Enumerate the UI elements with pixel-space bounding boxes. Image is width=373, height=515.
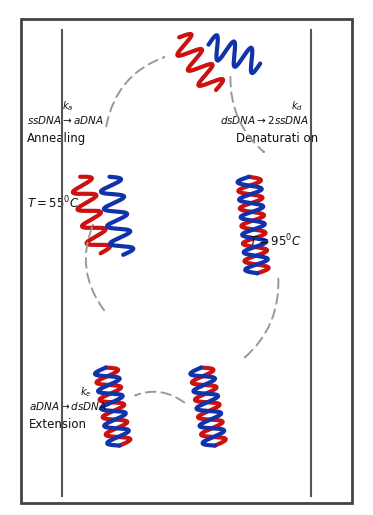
- Text: $k_a$: $k_a$: [62, 99, 73, 113]
- Text: Extension: Extension: [29, 418, 87, 431]
- Text: $T = 95^0C$: $T = 95^0C$: [249, 233, 301, 249]
- FancyArrowPatch shape: [245, 279, 278, 357]
- Text: Denaturati on: Denaturati on: [236, 132, 318, 145]
- FancyArrowPatch shape: [106, 57, 164, 126]
- Text: $aDNA \rightarrow dsDNA$: $aDNA \rightarrow dsDNA$: [29, 400, 107, 412]
- FancyArrowPatch shape: [135, 392, 184, 403]
- Text: $k_d$: $k_d$: [291, 99, 303, 113]
- Text: $T = 55^0C$: $T = 55^0C$: [27, 194, 79, 211]
- FancyArrowPatch shape: [86, 225, 104, 311]
- Text: Annealing: Annealing: [27, 132, 86, 145]
- FancyArrowPatch shape: [231, 77, 264, 152]
- Text: $dsDNA \rightarrow 2ssDNA$: $dsDNA \rightarrow 2ssDNA$: [220, 114, 308, 126]
- Text: $ssDNA \rightarrow aDNA$: $ssDNA \rightarrow aDNA$: [27, 114, 104, 126]
- Text: $k_e$: $k_e$: [80, 385, 92, 399]
